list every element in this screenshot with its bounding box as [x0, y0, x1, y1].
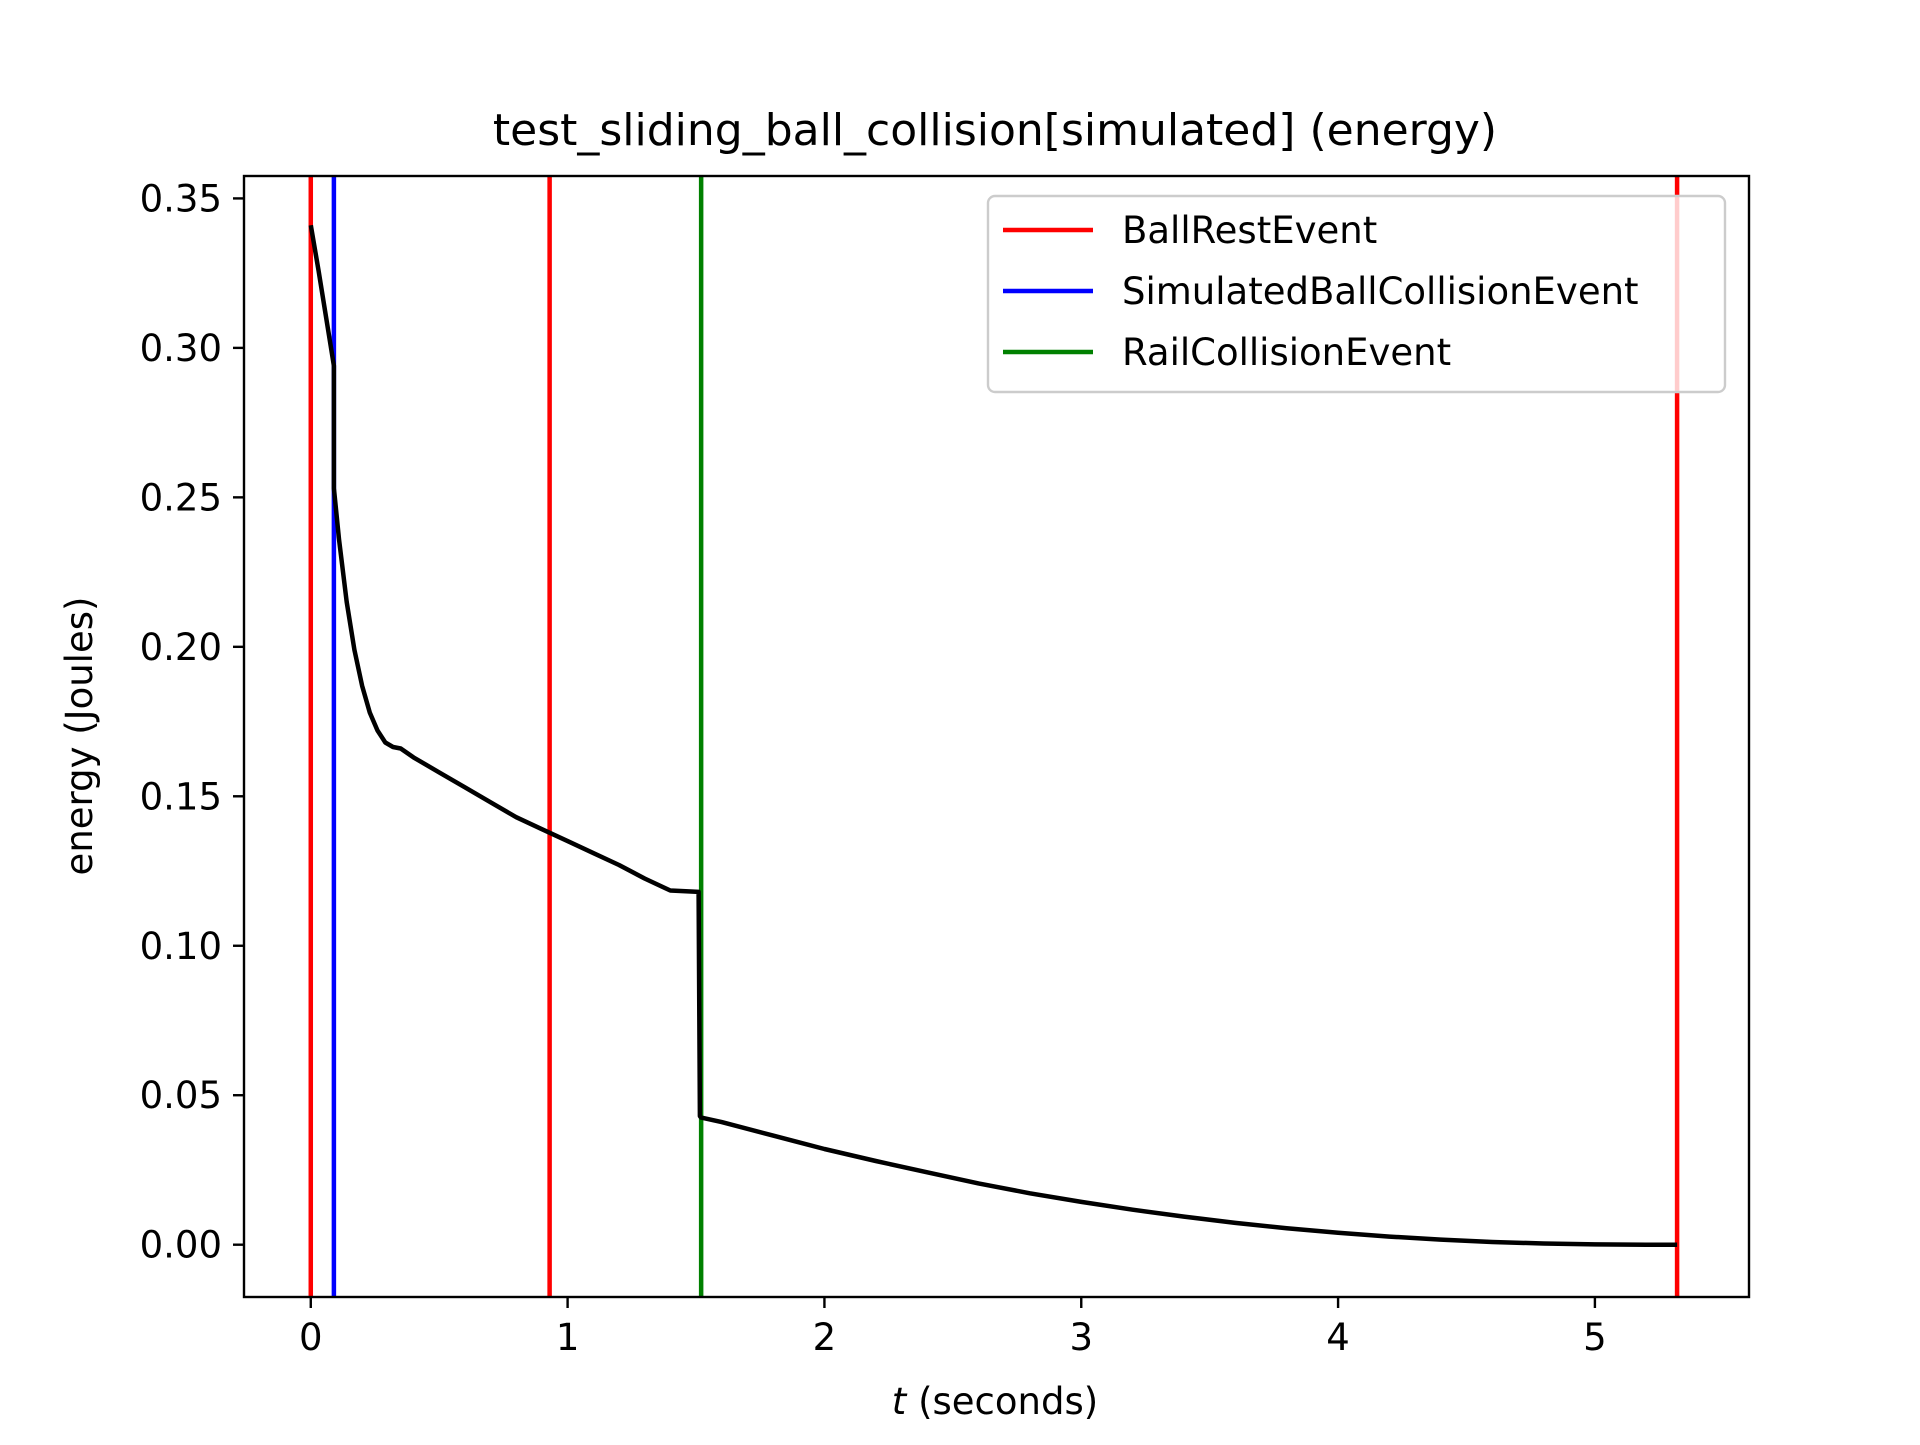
chart-title: test_sliding_ball_collision[simulated] (… — [493, 105, 1497, 156]
x-tick-label: 0 — [299, 1316, 323, 1359]
x-axis-label-unit: (seconds) — [906, 1380, 1098, 1423]
y-axis-label: energy (Joules) — [58, 597, 101, 876]
y-tick-label: 0.35 — [140, 177, 222, 220]
y-tick-label: 0.20 — [140, 626, 222, 669]
x-tick-label: 3 — [1069, 1316, 1093, 1359]
x-tick-label: 5 — [1583, 1316, 1607, 1359]
legend-box — [986, 194, 1727, 394]
x-tick-label: 1 — [556, 1316, 580, 1359]
legend-label: SimulatedBallCollisionEvent — [1122, 270, 1639, 313]
energy-curve — [308, 224, 1678, 1247]
plot-area-frame — [242, 174, 1751, 1299]
y-tick-label: 0.15 — [140, 775, 222, 818]
legend-items: BallRestEvent SimulatedBallCollisionEvent… — [1003, 209, 1639, 374]
y-tick-label: 0.25 — [140, 476, 222, 519]
y-tick-label: 0.30 — [140, 327, 222, 370]
x-tick-label: 4 — [1326, 1316, 1350, 1359]
x-axis-label: t (seconds) — [892, 1380, 1098, 1423]
y-tick-label: 0.10 — [140, 925, 222, 968]
y-tick-label: 0.05 — [140, 1074, 222, 1117]
energy-series-group — [308, 224, 1678, 1247]
legend: BallRestEvent SimulatedBallCollisionEvent… — [986, 194, 1727, 394]
legend-label: RailCollisionEvent — [1122, 331, 1451, 374]
y-axis-ticks: 0.00 0.05 0.10 0.15 0.20 0.25 0.30 0.35 — [140, 177, 244, 1267]
legend-label: BallRestEvent — [1122, 209, 1377, 252]
x-axis-label-variable: t — [892, 1380, 908, 1423]
x-tick-label: 2 — [813, 1316, 837, 1359]
x-axis-ticks: 0 1 2 3 4 5 — [299, 1297, 1607, 1359]
y-tick-label: 0.00 — [140, 1224, 222, 1267]
